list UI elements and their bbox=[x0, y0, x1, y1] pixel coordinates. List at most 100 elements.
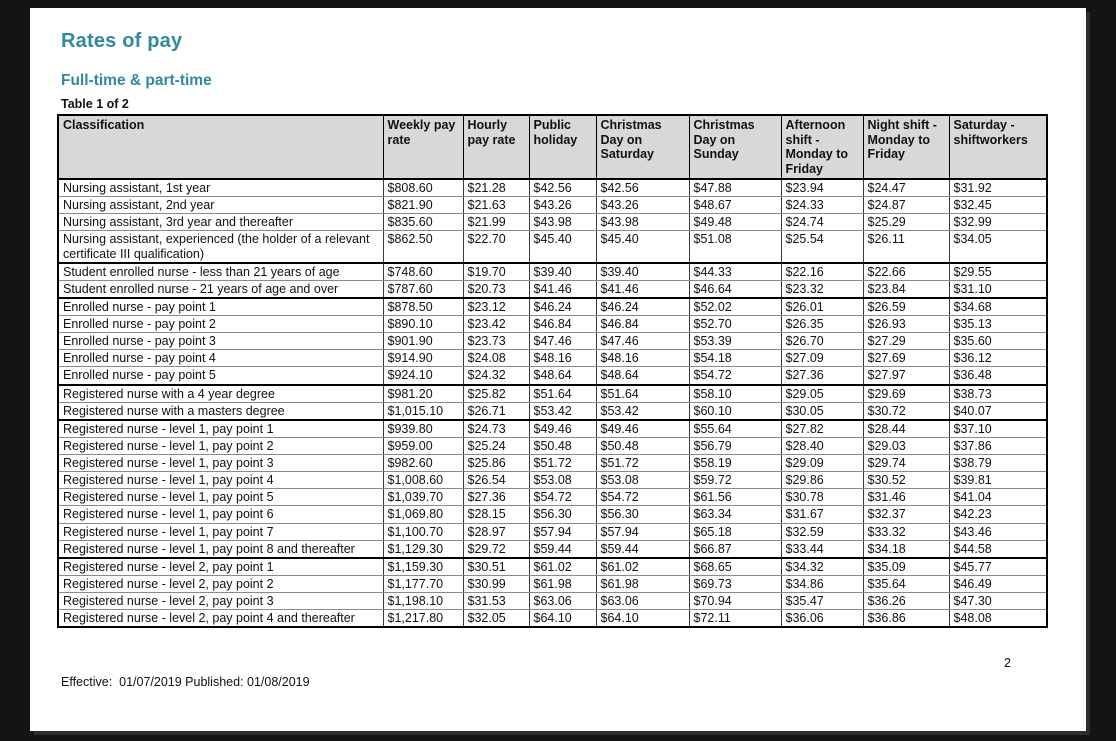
rate-cell: $24.47 bbox=[862, 179, 950, 198]
rate-cell: $959.00 bbox=[382, 437, 464, 456]
rate-cell: $30.78 bbox=[780, 488, 864, 507]
rate-cell: $47.46 bbox=[595, 332, 690, 351]
rate-cell: $43.98 bbox=[595, 213, 690, 232]
rate-cell: $33.44 bbox=[780, 540, 864, 559]
classification-cell: Nursing assistant, 1st year bbox=[57, 179, 384, 198]
rate-cell: $61.98 bbox=[595, 575, 690, 594]
rate-cell: $29.72 bbox=[462, 540, 530, 559]
page-title: Rates of pay bbox=[61, 30, 183, 52]
table-label: Table 1 of 2 bbox=[61, 97, 129, 111]
table-row: Student enrolled nurse - 21 years of age… bbox=[57, 280, 1048, 299]
rate-cell: $34.68 bbox=[948, 297, 1048, 316]
rate-cell: $58.10 bbox=[688, 384, 782, 403]
rate-cell: $70.94 bbox=[688, 592, 782, 611]
rate-cell: $46.84 bbox=[528, 315, 597, 334]
classification-cell: Enrolled nurse - pay point 2 bbox=[57, 315, 384, 334]
table-row: Registered nurse - level 1, pay point 4 $… bbox=[57, 471, 1048, 490]
rate-cell: $21.99 bbox=[462, 213, 530, 232]
rate-cell: $64.10 bbox=[528, 609, 597, 628]
rate-cell: $26.93 bbox=[862, 315, 950, 334]
rate-cell: $45.40 bbox=[528, 230, 597, 264]
rate-cell: $43.98 bbox=[528, 213, 597, 232]
classification-cell: Registered nurse - level 2, pay point 2 bbox=[57, 575, 384, 594]
rate-cell: $25.29 bbox=[862, 213, 950, 232]
page-subtitle: Full-time & part-time bbox=[61, 72, 212, 89]
rate-cell: $51.72 bbox=[595, 454, 690, 473]
rate-cell: $46.84 bbox=[595, 315, 690, 334]
classification-cell: Registered nurse - level 1, pay point 5 bbox=[57, 488, 384, 507]
rate-cell: $61.02 bbox=[595, 557, 690, 576]
rate-cell: $862.50 bbox=[382, 230, 464, 264]
rate-cell: $34.32 bbox=[780, 557, 864, 576]
rate-cell: $890.10 bbox=[382, 315, 464, 334]
table-row: Enrolled nurse - pay point 1 $878.50 $23.1… bbox=[57, 297, 1048, 316]
classification-cell: Enrolled nurse - pay point 4 bbox=[57, 349, 384, 368]
rate-cell: $26.35 bbox=[780, 315, 864, 334]
classification-cell: Registered nurse - level 1, pay point 1 bbox=[57, 419, 384, 438]
rate-cell: $25.86 bbox=[462, 454, 530, 473]
rate-cell: $39.40 bbox=[528, 262, 597, 281]
rate-cell: $40.07 bbox=[948, 402, 1048, 421]
rate-cell: $51.08 bbox=[688, 230, 782, 264]
rate-cell: $24.74 bbox=[780, 213, 864, 232]
rate-cell: $54.72 bbox=[595, 488, 690, 507]
classification-cell: Registered nurse - level 1, pay point 8 … bbox=[57, 540, 384, 559]
column-header-7: Night shift - Monday to Friday bbox=[862, 115, 950, 180]
effective-published-dates: Effective: 01/07/2019 Published: 01/08/2… bbox=[61, 675, 310, 689]
rate-cell: $26.71 bbox=[462, 402, 530, 421]
rate-cell: $32.05 bbox=[462, 609, 530, 628]
column-header-3: Public holiday bbox=[528, 115, 597, 180]
rate-cell: $64.10 bbox=[595, 609, 690, 628]
rate-cell: $45.77 bbox=[948, 557, 1048, 576]
rate-cell: $51.72 bbox=[528, 454, 597, 473]
rate-cell: $50.48 bbox=[528, 437, 597, 456]
rate-cell: $24.33 bbox=[780, 196, 864, 215]
rate-cell: $939.80 bbox=[382, 419, 464, 438]
column-header-5: Christmas Day on Sunday bbox=[688, 115, 782, 180]
rate-cell: $30.05 bbox=[780, 402, 864, 421]
rate-cell: $56.79 bbox=[688, 437, 782, 456]
rate-cell: $38.73 bbox=[948, 384, 1048, 403]
table-row: Nursing assistant, 1st year $808.60 $21.28… bbox=[57, 179, 1048, 198]
rate-cell: $38.79 bbox=[948, 454, 1048, 473]
rate-cell: $34.86 bbox=[780, 575, 864, 594]
rate-cell: $32.45 bbox=[948, 196, 1048, 215]
column-header-6: Afternoon shift - Monday to Friday bbox=[780, 115, 864, 180]
rate-cell: $44.58 bbox=[948, 540, 1048, 559]
classification-cell: Registered nurse - level 1, pay point 3 bbox=[57, 454, 384, 473]
rate-cell: $24.73 bbox=[462, 419, 530, 438]
rate-cell: $46.64 bbox=[688, 280, 782, 299]
rate-cell: $27.97 bbox=[862, 366, 950, 386]
rate-cell: $49.48 bbox=[688, 213, 782, 232]
table-row: Registered nurse - level 2, pay point 4 … bbox=[57, 609, 1048, 628]
rate-cell: $57.94 bbox=[595, 523, 690, 541]
rate-cell: $787.60 bbox=[382, 280, 464, 299]
rate-cell: $46.24 bbox=[595, 297, 690, 316]
rate-cell: $37.10 bbox=[948, 419, 1048, 438]
rate-cell: $43.46 bbox=[948, 523, 1048, 541]
rate-cell: $27.29 bbox=[862, 332, 950, 351]
rate-cell: $28.44 bbox=[862, 419, 950, 438]
rate-cell: $58.19 bbox=[688, 454, 782, 473]
rate-cell: $821.90 bbox=[382, 196, 464, 215]
rate-cell: $29.74 bbox=[862, 454, 950, 473]
classification-cell: Registered nurse - level 2, pay point 3 bbox=[57, 592, 384, 611]
table-row: Student enrolled nurse - less than 21 ye… bbox=[57, 262, 1048, 281]
rate-cell: $30.72 bbox=[862, 402, 950, 421]
rate-cell: $835.60 bbox=[382, 213, 464, 232]
rate-cell: $61.56 bbox=[688, 488, 782, 507]
rate-cell: $59.72 bbox=[688, 471, 782, 490]
rate-cell: $25.24 bbox=[462, 437, 530, 456]
rates-of-pay-table: Classification Weekly pay rate Hourly pay … bbox=[57, 114, 1048, 629]
rate-cell: $53.08 bbox=[528, 471, 597, 490]
rate-cell: $37.86 bbox=[948, 437, 1048, 456]
rate-cell: $26.59 bbox=[862, 297, 950, 316]
table-row: Registered nurse with a 4 year degree $98… bbox=[57, 384, 1048, 403]
rate-cell: $63.34 bbox=[688, 505, 782, 524]
rate-cell: $1,039.70 bbox=[382, 488, 464, 507]
rate-cell: $42.23 bbox=[948, 505, 1048, 524]
rate-cell: $29.09 bbox=[780, 454, 864, 473]
rate-cell: $35.13 bbox=[948, 315, 1048, 334]
rate-cell: $31.53 bbox=[462, 592, 530, 611]
rate-cell: $53.39 bbox=[688, 332, 782, 351]
